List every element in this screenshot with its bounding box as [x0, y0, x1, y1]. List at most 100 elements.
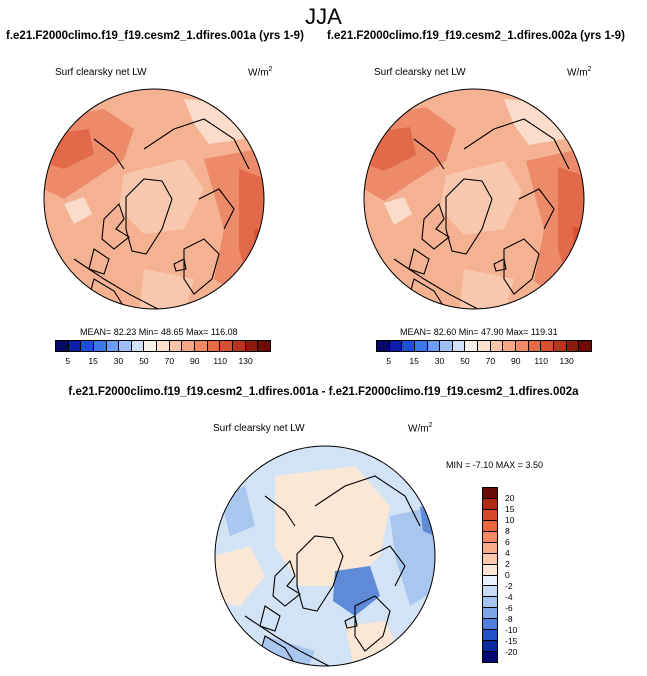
colorbar-tick-label: 90 — [190, 356, 200, 366]
panel2-polar-map — [363, 88, 585, 310]
colorbar-tick-label: 8 — [505, 526, 510, 536]
colorbar-tick-label: 10 — [505, 515, 515, 525]
colorbar-swatch — [483, 498, 497, 510]
panel1-units: W/m2 — [248, 66, 273, 79]
colorbar-swatch — [93, 341, 107, 351]
diff-title: f.e21.F2000climo.f19_f19.cesm2_1.dfires.… — [68, 386, 579, 398]
colorbar-swatch — [81, 341, 94, 351]
colorbar-swatch — [566, 341, 580, 351]
colorbar-swatch — [377, 341, 390, 351]
colorbar-swatch — [483, 553, 497, 565]
coastline-scandinavia — [198, 188, 235, 230]
map-border — [214, 445, 436, 667]
coastline-scandinavia — [518, 188, 555, 230]
colorbar-swatch — [245, 341, 259, 351]
diff-stats: MIN = -7.10 MAX = 3.50 — [446, 460, 544, 470]
colorbar-swatch — [483, 520, 497, 532]
colorbar-swatch — [483, 575, 497, 587]
colorbar-swatch — [483, 586, 497, 598]
colorbar-tick-label: 130 — [559, 356, 574, 366]
colorbar-swatch — [528, 341, 542, 351]
colorbar-swatch — [157, 341, 170, 351]
colorbar-swatch — [483, 641, 497, 653]
coastline-archipelago — [259, 559, 301, 632]
colorbar-swatch — [182, 341, 196, 351]
panel1-stats: MEAN= 82.23 Min= 48.65 Max= 116.08 — [80, 327, 238, 337]
colorbar-swatch — [541, 341, 554, 351]
diff-darkblue-patch — [333, 566, 380, 616]
colorbar-tick-label: 70 — [164, 356, 175, 366]
colorbar-tick-label: -2 — [505, 581, 513, 591]
colorbar-swatch — [220, 341, 233, 351]
field-hotter-edge — [573, 227, 584, 295]
panel1-title: f.e21.F2000climo.f19_f19.cesm2_1.dfires.… — [6, 30, 304, 42]
colorbar-swatch — [68, 341, 82, 351]
coastline-alaska — [264, 495, 296, 527]
diff-variable: Surf clearsky net LW — [213, 423, 305, 434]
colorbar-swatch — [56, 341, 69, 351]
panel1-polar-map — [43, 88, 265, 310]
coastline-iceland — [493, 258, 507, 272]
colorbar-tick-label: 5 — [386, 356, 392, 366]
colorbar-tick-label: -15 — [505, 636, 518, 646]
colorbar-swatch — [402, 341, 415, 351]
colorbar-swatch — [579, 341, 591, 351]
diff-cream-bottom — [345, 621, 400, 666]
coastline-siberia — [143, 118, 250, 170]
coastline-north-america — [244, 615, 346, 666]
colorbar-swatch — [169, 341, 183, 351]
colorbar-tick-label: 5 — [65, 356, 71, 366]
colorbar-swatch — [427, 341, 441, 351]
diff-colorbar — [482, 487, 498, 663]
colorbar-tick-label: 70 — [485, 356, 496, 366]
map-border — [363, 88, 585, 310]
colorbar-tick-label: -4 — [505, 592, 513, 602]
colorbar-swatch — [483, 597, 497, 609]
colorbar-tick-label: 130 — [238, 356, 253, 366]
colorbar-tick-label: 50 — [139, 356, 149, 366]
colorbar-swatch — [131, 341, 145, 351]
colorbar-tick-label: 0 — [505, 570, 510, 580]
coastline-iceland — [344, 615, 358, 629]
coastline-europe — [503, 238, 540, 295]
colorbar-swatch — [119, 341, 132, 351]
colorbar-tick-label: 50 — [460, 356, 470, 366]
colorbar-tick-label: 110 — [213, 356, 227, 366]
field-pale-spot — [384, 197, 412, 225]
field-light-bottom — [139, 269, 194, 309]
colorbar-swatch — [452, 341, 466, 351]
colorbar-swatch — [503, 341, 517, 351]
colorbar-tick-label: 20 — [505, 493, 515, 503]
panel2-stats: MEAN= 82.60 Min= 47.90 Max= 119.31 — [400, 327, 558, 337]
map-border — [43, 88, 265, 310]
diff-polar-map — [214, 445, 436, 667]
colorbar-tick-label: 110 — [534, 356, 548, 366]
coastline-siberia — [314, 475, 421, 527]
coastline-north-america — [73, 258, 175, 309]
coastline-siberia — [463, 118, 570, 170]
diff-cream-left — [215, 546, 265, 606]
coastline-europe — [354, 595, 391, 652]
field-light-center — [440, 161, 522, 235]
colorbar-tick-label: 15 — [88, 356, 98, 366]
panel2-colorbar — [376, 340, 592, 352]
colorbar-swatch — [483, 619, 497, 631]
panel1-colorbar — [55, 340, 271, 352]
colorbar-swatch — [483, 630, 497, 642]
colorbar-swatch — [465, 341, 479, 351]
colorbar-swatch — [258, 341, 270, 351]
coastline-scandinavia — [369, 545, 406, 587]
colorbar-swatch — [483, 652, 497, 662]
panel2-title: f.e21.F2000climo.f19_f19.cesm2_1.dfires.… — [327, 30, 625, 42]
coastline-archipelago — [408, 202, 450, 275]
colorbar-swatch — [195, 341, 208, 351]
coastline-iceland — [173, 258, 187, 272]
colorbar-swatch — [232, 341, 246, 351]
colorbar-tick-label: -20 — [505, 647, 518, 657]
diff-units: W/m2 — [408, 422, 433, 435]
coastline-north-america — [393, 258, 495, 309]
field-light-center — [119, 159, 204, 234]
colorbar-tick-label: 4 — [505, 548, 510, 558]
colorbar-tick-label: 30 — [434, 356, 445, 366]
colorbar-swatch — [207, 341, 221, 351]
